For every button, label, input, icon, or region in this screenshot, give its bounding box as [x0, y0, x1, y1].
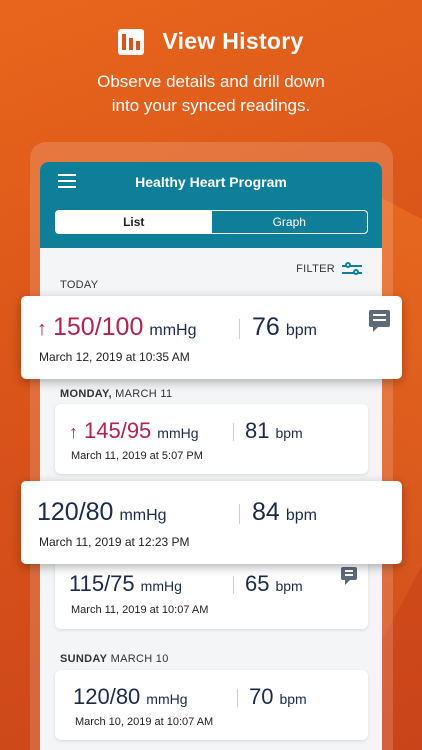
- comment-icon[interactable]: [369, 310, 390, 332]
- hamburger-menu-icon[interactable]: [58, 174, 76, 188]
- tab-graph[interactable]: Graph: [272, 215, 306, 229]
- reading-card-5[interactable]: 120/80 mmHg 70 bpm March 10, 2019 at 10:…: [55, 670, 368, 740]
- divider: [233, 576, 234, 594]
- divider: [237, 689, 238, 707]
- pulse-unit: bpm: [285, 322, 317, 339]
- divider: [233, 423, 234, 441]
- pulse-value: 70: [249, 684, 274, 709]
- pulse-value: 76: [252, 313, 280, 341]
- reading-card-3[interactable]: 120/80 mmHg 84 bpm March 11, 2019 at 12:…: [21, 481, 402, 564]
- app-bar: Healthy Heart Program List Graph: [40, 162, 382, 248]
- bp-unit: mmHg: [149, 322, 197, 339]
- bp-value: 115/75: [69, 571, 135, 596]
- view-toggle: List Graph: [55, 210, 368, 234]
- app-screen: Healthy Heart Program List Graph FILTER …: [40, 162, 382, 750]
- pulse-unit: bpm: [279, 691, 307, 707]
- promo-header: View History: [0, 28, 422, 55]
- arrow-up-icon: ↑: [37, 318, 47, 340]
- bp-value: 120/80: [73, 684, 141, 709]
- filter-sliders-icon: [342, 262, 362, 276]
- section-sunday: SUNDAY MARCH 10: [60, 653, 169, 665]
- reading-date: March 11, 2019 at 5:07 PM: [71, 450, 203, 462]
- bp-unit: mmHg: [119, 507, 167, 524]
- tab-list[interactable]: List: [56, 211, 212, 233]
- divider: [239, 319, 240, 339]
- section-monday: MONDAY, MARCH 11: [60, 388, 173, 400]
- pulse-value: 65: [245, 571, 270, 596]
- reading-date: March 11, 2019 at 10:07 AM: [71, 604, 209, 616]
- bp-reading: 120/80 mmHg: [73, 684, 188, 710]
- bp-value: 145/95: [84, 418, 152, 443]
- filter-label: FILTER: [296, 263, 335, 275]
- bp-reading: ↑ 150/100 mmHg: [37, 313, 196, 342]
- bp-unit: mmHg: [146, 691, 188, 707]
- pulse-reading: 76 bpm: [252, 313, 317, 342]
- bp-unit: mmHg: [140, 578, 182, 594]
- promo-subtitle-line-1: Observe details and drill down: [97, 72, 325, 91]
- section-today: TODAY: [60, 279, 99, 291]
- comment-icon[interactable]: [341, 567, 357, 585]
- arrow-up-icon: ↑: [69, 422, 78, 442]
- bar-chart-icon: [118, 28, 145, 55]
- reading-date: March 11, 2019 at 12:23 PM: [39, 535, 190, 549]
- pulse-reading: 70 bpm: [249, 684, 307, 710]
- pulse-value: 81: [245, 418, 270, 443]
- app-title: Healthy Heart Program: [135, 174, 287, 190]
- reading-date: March 12, 2019 at 10:35 AM: [39, 350, 190, 364]
- bp-reading: ↑ 145/95 mmHg: [69, 418, 199, 444]
- bp-value: 120/80: [37, 498, 114, 526]
- promo-title: View History: [162, 28, 304, 54]
- promo-subtitle: Observe details and drill down into your…: [0, 70, 422, 118]
- pulse-unit: bpm: [275, 578, 303, 594]
- bp-unit: mmHg: [157, 425, 199, 441]
- pulse-unit: bpm: [285, 507, 317, 524]
- pulse-value: 84: [252, 498, 280, 526]
- reading-date: March 10, 2019 at 10:07 AM: [75, 716, 214, 728]
- filter-button[interactable]: FILTER: [296, 262, 362, 276]
- pulse-reading: 84 bpm: [252, 498, 317, 527]
- pulse-unit: bpm: [275, 425, 303, 441]
- divider: [239, 504, 240, 524]
- pulse-reading: 65 bpm: [245, 571, 303, 597]
- reading-card-1[interactable]: ↑ 150/100 mmHg 76 bpm March 12, 2019 at …: [21, 296, 402, 379]
- pulse-reading: 81 bpm: [245, 418, 303, 444]
- bp-reading: 120/80 mmHg: [37, 498, 167, 527]
- bp-value: 150/100: [53, 313, 144, 341]
- bp-reading: 115/75 mmHg: [69, 571, 182, 597]
- promo-subtitle-line-2: into your synced readings.: [111, 96, 311, 115]
- reading-card-2[interactable]: ↑ 145/95 mmHg 81 bpm March 11, 2019 at 5…: [55, 404, 368, 474]
